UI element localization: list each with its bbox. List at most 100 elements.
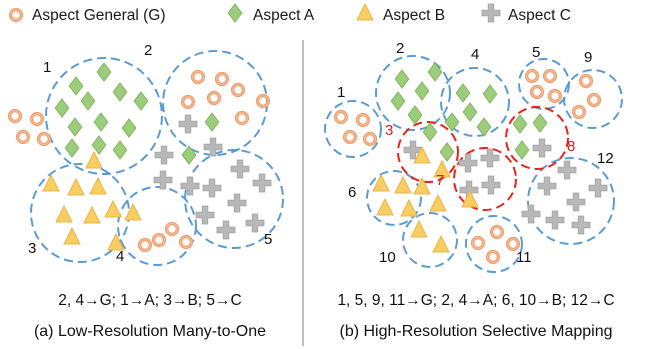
right-label-10: 10: [379, 249, 396, 266]
plus-icon: [178, 114, 198, 134]
right-label-7: 7: [436, 172, 444, 189]
right-cluster-4: [440, 67, 510, 137]
ring-icon: [362, 131, 378, 147]
left-cluster-1: [45, 57, 163, 175]
right-cluster-9: [563, 69, 623, 129]
plus-icon: [532, 138, 552, 158]
plus-icon: [521, 204, 541, 224]
triangle-icon: [85, 151, 103, 169]
legend-diamond-icon: [227, 3, 243, 23]
diamond-icon: [64, 138, 80, 158]
left-cluster-4: [117, 186, 197, 266]
right-cluster-11: [465, 215, 523, 273]
plus-icon: [245, 213, 265, 233]
plus-icon: [588, 178, 608, 198]
right-label-1: 1: [337, 84, 345, 101]
legend-triangle-icon: [356, 3, 374, 21]
ring-icon: [137, 237, 153, 253]
right-cluster-8: [505, 106, 569, 170]
ring-icon: [485, 249, 501, 265]
diamond-icon: [91, 135, 107, 155]
right-label-8: 8: [567, 138, 575, 155]
ring-icon: [255, 93, 271, 109]
left-caption: (a) Low-Resolution Many-to-One: [34, 323, 266, 340]
ring-icon: [36, 131, 52, 147]
right-label-4: 4: [471, 46, 479, 63]
diamond-icon: [112, 82, 128, 102]
diamond-icon: [204, 112, 220, 132]
right-label-12: 12: [597, 150, 614, 167]
plus-icon: [154, 145, 174, 165]
diamond-icon: [54, 98, 70, 118]
diamond-icon: [390, 91, 406, 111]
right-caption: (b) High-Resolution Selective Mapping: [339, 323, 612, 340]
diamond-icon: [532, 113, 548, 133]
legend-label-aspect-b: Aspect B: [383, 7, 445, 24]
legend-ring-icon: [8, 7, 24, 23]
ring-icon: [578, 73, 594, 89]
right-label-2: 2: [396, 40, 404, 57]
right-label-5: 5: [532, 44, 540, 61]
plus-icon: [230, 159, 250, 179]
diamond-icon: [80, 91, 96, 111]
plus-icon: [252, 173, 272, 193]
ring-icon: [15, 129, 31, 145]
ring-icon: [214, 71, 230, 87]
left-label-4: 4: [116, 248, 124, 265]
ring-icon: [571, 104, 587, 120]
ring-icon: [234, 110, 250, 126]
ring-icon: [190, 69, 206, 85]
diamond-icon: [93, 112, 109, 132]
plus-icon: [571, 215, 591, 235]
ring-icon: [586, 92, 602, 108]
diamond-icon: [422, 122, 438, 142]
plus-icon: [227, 193, 247, 213]
diamond-icon: [67, 117, 83, 137]
right-cluster-1: [324, 100, 382, 158]
ring-icon: [342, 129, 358, 145]
plus-icon: [537, 176, 557, 196]
diamond-icon: [407, 105, 423, 125]
triangle-icon: [83, 206, 101, 224]
diamond-icon: [394, 69, 410, 89]
triangle-icon: [55, 205, 73, 223]
left-label-5: 5: [264, 231, 272, 248]
right-panel: [324, 55, 623, 273]
triangle-icon: [400, 199, 418, 217]
triangle-icon: [429, 194, 447, 212]
ring-icon: [355, 112, 371, 128]
left-label-3: 3: [28, 240, 36, 257]
plus-icon: [180, 176, 200, 196]
right-cluster-5: [518, 58, 570, 110]
diamond-icon: [476, 117, 492, 137]
diamond-icon: [462, 102, 478, 122]
left-panel-items: [7, 62, 272, 253]
diamond-icon: [133, 91, 149, 111]
left-label-2: 2: [144, 42, 152, 59]
right-cluster-10: [402, 212, 458, 268]
diamond-icon: [427, 62, 443, 82]
legend-label-aspect-a: Aspect A: [253, 7, 315, 24]
ring-icon: [547, 88, 563, 104]
left-cluster-5: [184, 149, 284, 249]
triangle-icon: [394, 176, 412, 194]
diamond-icon: [121, 118, 137, 138]
plus-icon: [202, 178, 222, 198]
right-cluster-2: [375, 55, 451, 131]
plus-icon: [195, 205, 215, 225]
ring-icon: [333, 109, 349, 125]
plus-icon: [481, 175, 501, 195]
ring-icon: [178, 234, 194, 250]
legend-label-general: Aspect General (G): [32, 7, 166, 24]
legend-plus-icon: [481, 3, 501, 23]
right-label-3: 3: [385, 122, 393, 139]
ring-icon: [164, 221, 180, 237]
ring-icon: [505, 236, 521, 252]
diamond-icon: [482, 84, 498, 104]
ring-icon: [529, 84, 545, 100]
ring-icon: [180, 94, 196, 110]
left-mapping-text: 2, 4→G; 1→A; 3→B; 5→C: [58, 292, 241, 309]
diamond-icon: [514, 140, 530, 160]
triangle-icon: [63, 227, 81, 245]
